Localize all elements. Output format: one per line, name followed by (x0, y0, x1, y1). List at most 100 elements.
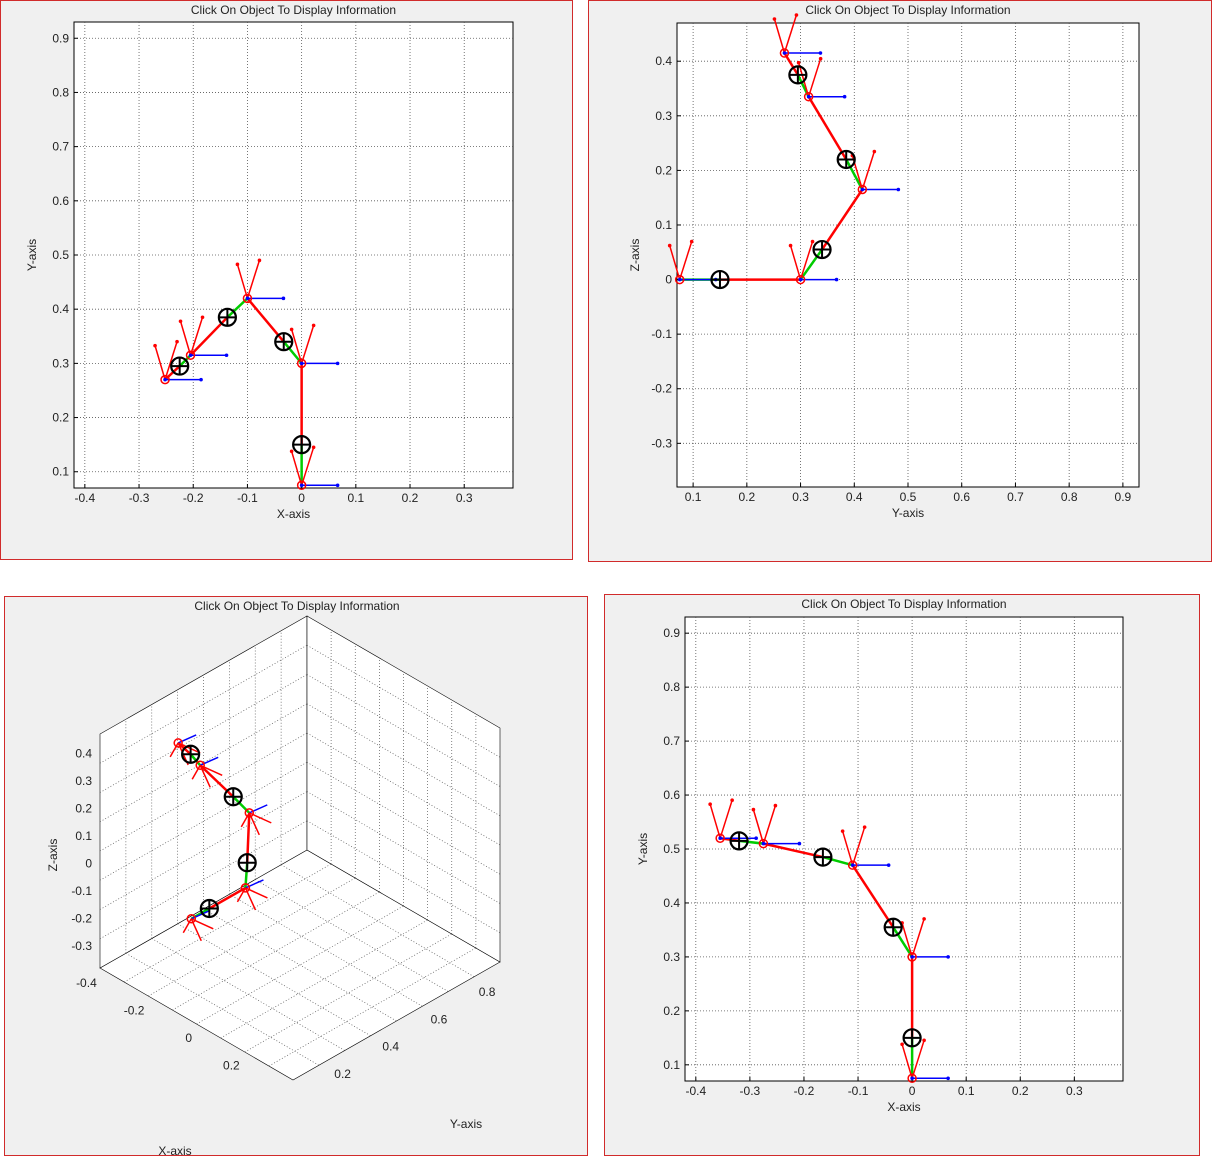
frame-z-tip-b (257, 258, 262, 263)
frame-z-tip (667, 243, 672, 248)
y-tick-label: 0.6 (663, 788, 680, 802)
frame-z-axis-b (762, 805, 777, 844)
arm-link (799, 248, 824, 281)
frame-origin (674, 274, 685, 285)
frame-x-tip (224, 353, 229, 358)
plot-panel-top-right[interactable]: Click On Object To Display Information 0.… (588, 0, 1212, 562)
x-axis-label: X-axis (887, 1100, 920, 1114)
x-tick-label: 0 (185, 1031, 192, 1045)
grid-line-3d (151, 938, 345, 1051)
frame-x-tip (946, 955, 950, 959)
frame-z-axis-b (851, 826, 866, 866)
grid-line-3d (203, 908, 397, 1022)
frame-x-tip (896, 187, 901, 192)
chart-title: Click On Object To Display Information (191, 3, 396, 17)
x-tick-label: -0.2 (124, 1003, 145, 1017)
3d-view-chart[interactable]: Click On Object To Display Information 0.… (5, 597, 589, 1157)
frame-origin-dot (677, 277, 682, 282)
y-axis-label: Z-axis (628, 239, 642, 272)
yz-view-chart[interactable]: Click On Object To Display Information 0.… (589, 1, 1213, 563)
frame-origin-dot (761, 841, 766, 846)
grid-line-3d (177, 923, 371, 1037)
frame-x-tip (754, 836, 758, 841)
frame-x-tip (335, 361, 340, 366)
frame-z-axis-c (182, 918, 192, 934)
y-tick-label: 0.6 (52, 194, 69, 208)
frame-z-axis-b (719, 799, 733, 839)
grid-line-3d (268, 947, 477, 1067)
frame-z-tip-b (773, 803, 778, 808)
x-tick-label: 0.2 (1012, 1084, 1029, 1098)
y-tick-label: -0.2 (651, 382, 672, 396)
frame-origin-dot (910, 955, 914, 959)
x-tick-label: 0.8 (1061, 490, 1078, 504)
x-tick-label: 0.2 (402, 491, 419, 505)
arm-link (821, 188, 864, 251)
frame-z-tip-b (922, 917, 926, 921)
arm-link (807, 96, 848, 161)
chart-title: Click On Object To Display Information (801, 597, 1006, 611)
y-tick-label: 0.5 (52, 248, 69, 262)
frame-origin (907, 952, 917, 962)
frame-z-axis-b (246, 260, 261, 299)
y-tick-label: 0.1 (663, 1058, 680, 1072)
z-tick-label: 0.1 (75, 829, 92, 843)
plot-panel-bottom-right[interactable]: Click On Object To Display Information -0… (604, 594, 1200, 1156)
frame-z-tip (796, 60, 801, 65)
x-tick-label: 0.2 (223, 1059, 240, 1073)
frame-x-tip (199, 377, 203, 382)
x-tick-label: 0 (298, 491, 305, 505)
x-tick-label: 0.3 (456, 491, 473, 505)
grid-line-3d (99, 644, 308, 764)
y-tick-label: 0.4 (663, 896, 680, 910)
y-tick-label: 0.7 (52, 140, 69, 154)
grid-line-3d (99, 791, 308, 910)
x-tick-label: -0.3 (129, 491, 150, 505)
x-axis-label: Y-axis (892, 506, 924, 520)
y-tick-label: 0.3 (52, 356, 69, 370)
frame-x-axis (190, 910, 210, 920)
grid-line-3d (99, 674, 308, 793)
z-tick-label: 0 (85, 856, 92, 870)
frame-z-axis-b (783, 14, 798, 54)
frame-z-axis-b (678, 241, 693, 280)
frame-x-tip (335, 483, 340, 488)
grid-line-3d (244, 933, 452, 1053)
plot-panel-top-left[interactable]: Click On Object To Display Information -0… (0, 0, 573, 560)
frame-z-tip-b (794, 13, 799, 17)
frame-origin-dot (245, 296, 250, 301)
frame-z-axis (789, 245, 802, 280)
frame-z-tip-b (922, 1038, 926, 1043)
plot-panel-bottom-left[interactable]: Click On Object To Display Information 0.… (4, 596, 589, 1157)
frame-z-tip-b (311, 323, 316, 328)
y-tick-label: 0.2 (655, 163, 672, 177)
arm-link (189, 753, 202, 767)
frame-z-tip-b (311, 445, 316, 450)
y-tick-label: 0.1 (52, 465, 69, 479)
frame-origin (779, 48, 790, 58)
frame-origin (857, 184, 868, 195)
grid-line-3d (99, 732, 308, 852)
frame-origin (907, 1073, 917, 1084)
frame-z-axis-c (240, 812, 250, 828)
x-tick-label: 0.7 (1007, 490, 1024, 504)
frame-origin (242, 293, 253, 304)
frame-z-tip (289, 449, 294, 454)
grid-line-3d (99, 820, 308, 940)
frame-x-tip (281, 296, 286, 301)
x-axis-label: X-axis (158, 1144, 191, 1157)
x-tick-label: 0.4 (846, 490, 863, 504)
y-axis-label: Y-axis (450, 1117, 482, 1131)
frame-origin-dot (299, 361, 304, 366)
grid-line-3d (306, 791, 501, 904)
frame-z-tip (178, 319, 183, 324)
frame-z-axis (901, 922, 913, 958)
frame-z-axis-c (191, 764, 201, 780)
z-tick-label: -0.3 (71, 939, 92, 953)
xy-view-chart-2[interactable]: Click On Object To Display Information -0… (605, 595, 1201, 1157)
x-tick-label: -0.2 (183, 491, 204, 505)
frame-z-tip (708, 802, 712, 807)
frame-origin (803, 91, 814, 102)
frame-z-tip (772, 17, 777, 21)
xy-view-chart[interactable]: Click On Object To Display Information -0… (1, 1, 574, 561)
